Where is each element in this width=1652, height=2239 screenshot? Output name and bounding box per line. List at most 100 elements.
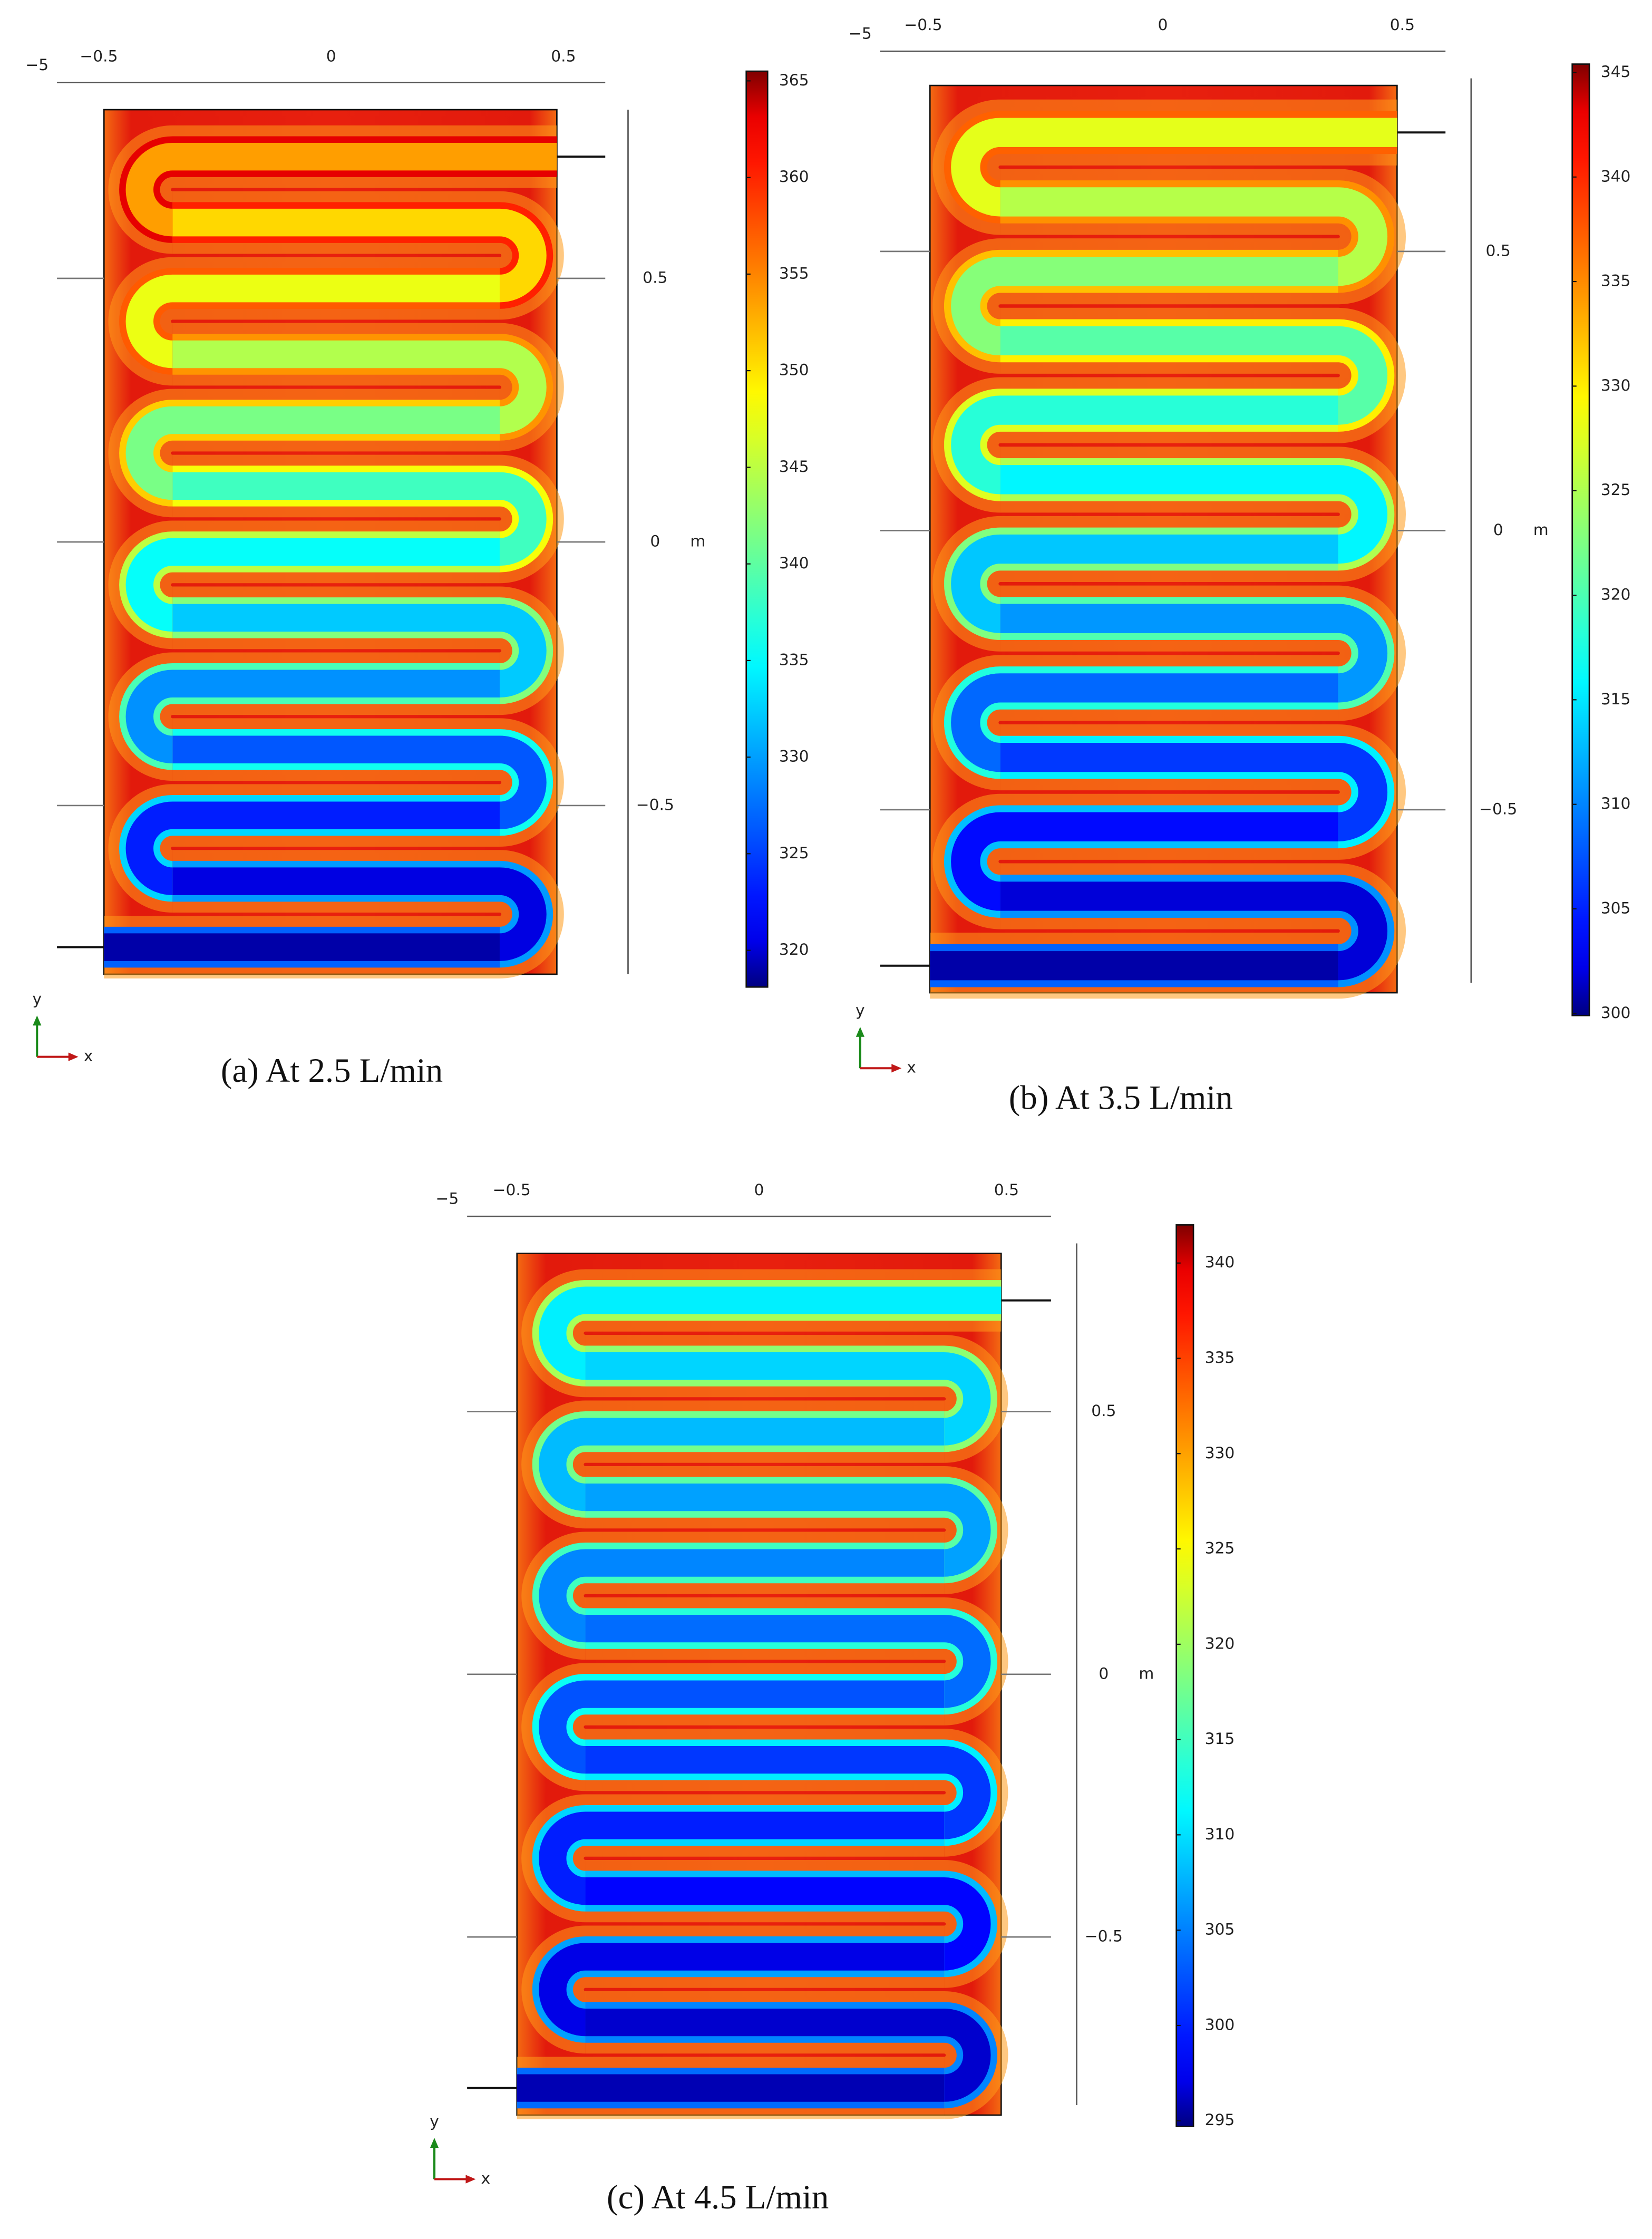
colorbar-tick-label: 320 bbox=[1601, 586, 1631, 604]
channel bbox=[172, 604, 547, 698]
channel bbox=[125, 274, 500, 369]
channel bbox=[951, 257, 1338, 356]
colorbar-tick-label: 325 bbox=[1205, 1539, 1235, 1558]
channel bbox=[172, 472, 547, 566]
colorbar-tick-label: 335 bbox=[1205, 1349, 1235, 1367]
channel bbox=[1000, 187, 1388, 286]
colorbar-tick-label: 330 bbox=[779, 748, 809, 766]
colorbar-tick-label: 350 bbox=[779, 361, 809, 380]
axis-offset-label: −5 bbox=[849, 24, 872, 43]
triad-y-label: y bbox=[32, 990, 42, 1009]
channel bbox=[125, 801, 500, 895]
y-tick-label: 0 bbox=[1493, 521, 1503, 539]
colorbar-tick-label: 340 bbox=[1205, 1253, 1235, 1272]
colorbar-tick-label: 295 bbox=[1205, 2111, 1235, 2129]
channel bbox=[172, 867, 547, 961]
channel bbox=[172, 208, 547, 303]
colorbar-tick-label: 320 bbox=[779, 941, 809, 959]
channel bbox=[951, 812, 1338, 911]
channel bbox=[125, 142, 557, 237]
colorbar-tick-label: 315 bbox=[1601, 690, 1631, 709]
caption: (b) At 3.5 L/min bbox=[1009, 1079, 1233, 1117]
x-tick-label: −0.5 bbox=[904, 16, 942, 34]
triad-x-label: x bbox=[907, 1059, 916, 1077]
channel bbox=[585, 1483, 990, 1577]
triad-y-head bbox=[33, 1015, 42, 1026]
channel bbox=[539, 1943, 945, 2037]
channel bbox=[1000, 742, 1388, 841]
triad-y-label: y bbox=[856, 1002, 865, 1020]
axis-offset-label: −5 bbox=[435, 1189, 459, 1208]
colorbar-tick-label: 300 bbox=[1205, 2015, 1235, 2034]
triad-y-label: y bbox=[430, 2112, 439, 2131]
y-tick-label: −0.5 bbox=[1085, 1927, 1123, 1946]
channel bbox=[539, 1680, 945, 1774]
colorbar-tick-label: 335 bbox=[1601, 272, 1631, 290]
colorbar-tick-label: 360 bbox=[779, 168, 809, 186]
unit-label: m bbox=[1139, 1664, 1154, 1683]
colorbar-tick-label: 340 bbox=[1601, 167, 1631, 186]
x-tick-label: 0.5 bbox=[551, 47, 576, 66]
colorbar-tick-label: 345 bbox=[1601, 63, 1631, 81]
colorbar-tick-label: 315 bbox=[1205, 1730, 1235, 1748]
colorbar bbox=[1175, 1224, 1194, 2127]
channel bbox=[539, 1418, 945, 1511]
y-tick-label: −0.5 bbox=[636, 796, 674, 814]
x-tick-label: −0.5 bbox=[80, 47, 118, 66]
channel bbox=[539, 1811, 945, 1905]
colorbar-tick-label: 355 bbox=[779, 264, 809, 283]
channel bbox=[1000, 604, 1388, 703]
y-tick-label: 0.5 bbox=[1091, 1402, 1116, 1420]
channel bbox=[951, 534, 1338, 633]
colorbar-tick-label: 305 bbox=[1601, 899, 1631, 917]
unit-label: m bbox=[690, 532, 705, 550]
colorbar-tick-label: 325 bbox=[1601, 481, 1631, 499]
channel bbox=[951, 395, 1338, 495]
channel bbox=[539, 1549, 945, 1643]
colorbar bbox=[745, 70, 769, 988]
channel bbox=[539, 1286, 1002, 1380]
colorbar-tick-label: 310 bbox=[1601, 794, 1631, 813]
channel bbox=[125, 538, 500, 632]
colorbar-tick-label: 325 bbox=[779, 844, 809, 862]
channel bbox=[585, 1877, 990, 1971]
y-tick-label: 0 bbox=[1099, 1664, 1109, 1683]
x-tick-label: −0.5 bbox=[493, 1181, 531, 1199]
colorbar-tick-label: 330 bbox=[1205, 1444, 1235, 1462]
x-tick-label: 0.5 bbox=[1390, 16, 1415, 34]
y-tick-label: 0.5 bbox=[1486, 241, 1511, 260]
channel bbox=[125, 406, 500, 500]
triad-y-head bbox=[430, 2138, 439, 2148]
channel bbox=[1000, 465, 1388, 564]
caption: (c) At 4.5 L/min bbox=[607, 2178, 829, 2216]
colorbar-tick-label: 335 bbox=[779, 651, 809, 669]
triad-x-head bbox=[465, 2175, 476, 2184]
unit-label: m bbox=[1533, 521, 1549, 539]
triad-y-head bbox=[856, 1026, 864, 1037]
x-tick-label: 0 bbox=[326, 47, 336, 66]
channel bbox=[585, 1614, 990, 1708]
y-tick-label: −0.5 bbox=[1479, 800, 1517, 818]
triad-x-label: x bbox=[84, 1047, 93, 1065]
channel bbox=[1000, 326, 1388, 425]
channel bbox=[585, 1352, 991, 1446]
colorbar-tick-label: 300 bbox=[1601, 1004, 1631, 1022]
channel bbox=[1000, 881, 1388, 981]
colorbar-tick-label: 330 bbox=[1601, 376, 1631, 395]
colorbar-tick-label: 340 bbox=[779, 554, 809, 573]
x-tick-label: 0 bbox=[1158, 16, 1168, 34]
colorbar-tick-label: 305 bbox=[1205, 1921, 1235, 1939]
triad-x-head bbox=[891, 1064, 902, 1073]
channel bbox=[951, 673, 1338, 772]
channel bbox=[172, 735, 547, 829]
channel bbox=[172, 340, 547, 434]
x-tick-label: 0.5 bbox=[994, 1181, 1019, 1199]
colorbar bbox=[1571, 63, 1590, 1016]
triad-x-label: x bbox=[481, 2169, 491, 2188]
caption: (a) At 2.5 L/min bbox=[221, 1052, 443, 1090]
channel bbox=[585, 1746, 991, 1839]
y-tick-label: 0 bbox=[650, 532, 660, 550]
colorbar-tick-label: 310 bbox=[1205, 1825, 1235, 1844]
x-tick-label: 0 bbox=[754, 1181, 764, 1199]
